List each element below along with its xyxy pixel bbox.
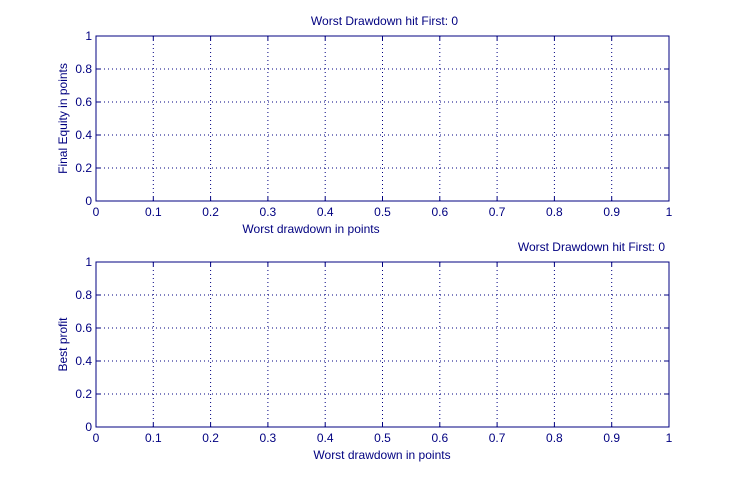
top-x-tick-label: 0.3 <box>260 205 277 219</box>
bottom-x-tick-label: 0.3 <box>260 431 277 445</box>
top-x-tick-label: 0.7 <box>489 205 506 219</box>
top-x-tick-label: 0.8 <box>546 205 563 219</box>
top-axes-box <box>95 35 670 202</box>
bottom-y-tick-label: 0.2 <box>75 387 92 401</box>
top-chart-title: Worst Drawdown hit First: 0 <box>311 14 458 28</box>
bottom-y-axis-label: Best profit <box>56 317 70 372</box>
bottom-x-tick-label: 0.9 <box>603 431 620 445</box>
top-y-tick-label: 0 <box>85 194 92 208</box>
bottom-x-tick-label: 0.4 <box>317 431 334 445</box>
bottom-x-tick-label: 1 <box>666 431 673 445</box>
bottom-x-tick-label: 0.1 <box>145 431 162 445</box>
bottom-x-tick-label: 0.2 <box>202 431 219 445</box>
top-x-tick-label: 0.9 <box>603 205 620 219</box>
top-x-tick-label: 0.6 <box>431 205 448 219</box>
top-plot: 0 0.1 0.2 0.3 0.4 0.5 0.6 0.7 0.8 0.9 1 0 0.2 0.4 0.6 0… <box>56 14 673 236</box>
bottom-y-tick-label: 0.6 <box>75 321 92 335</box>
bottom-y-tick-label: 0.8 <box>75 288 92 302</box>
bottom-x-tick-label: 0.5 <box>374 431 391 445</box>
top-y-axis-label: Final Equity in points <box>56 63 70 174</box>
bottom-y-tick-label: 0.4 <box>75 354 92 368</box>
bottom-plot: 0 0.1 0.2 0.3 0.4 0.5 0.6 0.7 0.8 0.9 1 0 0.2 0.4 0.6 0… <box>56 240 673 462</box>
top-x-axis-label: Worst drawdown in points <box>242 222 379 236</box>
top-x-tick-label: 0.4 <box>317 205 334 219</box>
bottom-x-tick-label: 0.6 <box>431 431 448 445</box>
top-x-tick-label: 0.2 <box>202 205 219 219</box>
top-y-tick-label: 0.4 <box>75 128 92 142</box>
bottom-axes-box <box>95 261 670 428</box>
bottom-chart-title: Worst Drawdown hit First: 0 <box>518 240 665 254</box>
top-x-tick-label: 0 <box>93 205 100 219</box>
bottom-x-tick-label: 0 <box>93 431 100 445</box>
bottom-x-tick-label: 0.8 <box>546 431 563 445</box>
top-x-tick-label: 0.5 <box>374 205 391 219</box>
top-y-tick-label: 0.2 <box>75 161 92 175</box>
bottom-x-axis-label: Worst drawdown in points <box>313 448 450 462</box>
bottom-x-tick-label: 0.7 <box>489 431 506 445</box>
bottom-y-tick-label: 0 <box>85 420 92 434</box>
top-y-tick-label: 1 <box>85 29 92 43</box>
top-y-tick-label: 0.8 <box>75 62 92 76</box>
bottom-y-tick-label: 1 <box>85 255 92 269</box>
top-y-tick-label: 0.6 <box>75 95 92 109</box>
top-x-tick-label: 1 <box>666 205 673 219</box>
top-x-tick-label: 0.1 <box>145 205 162 219</box>
